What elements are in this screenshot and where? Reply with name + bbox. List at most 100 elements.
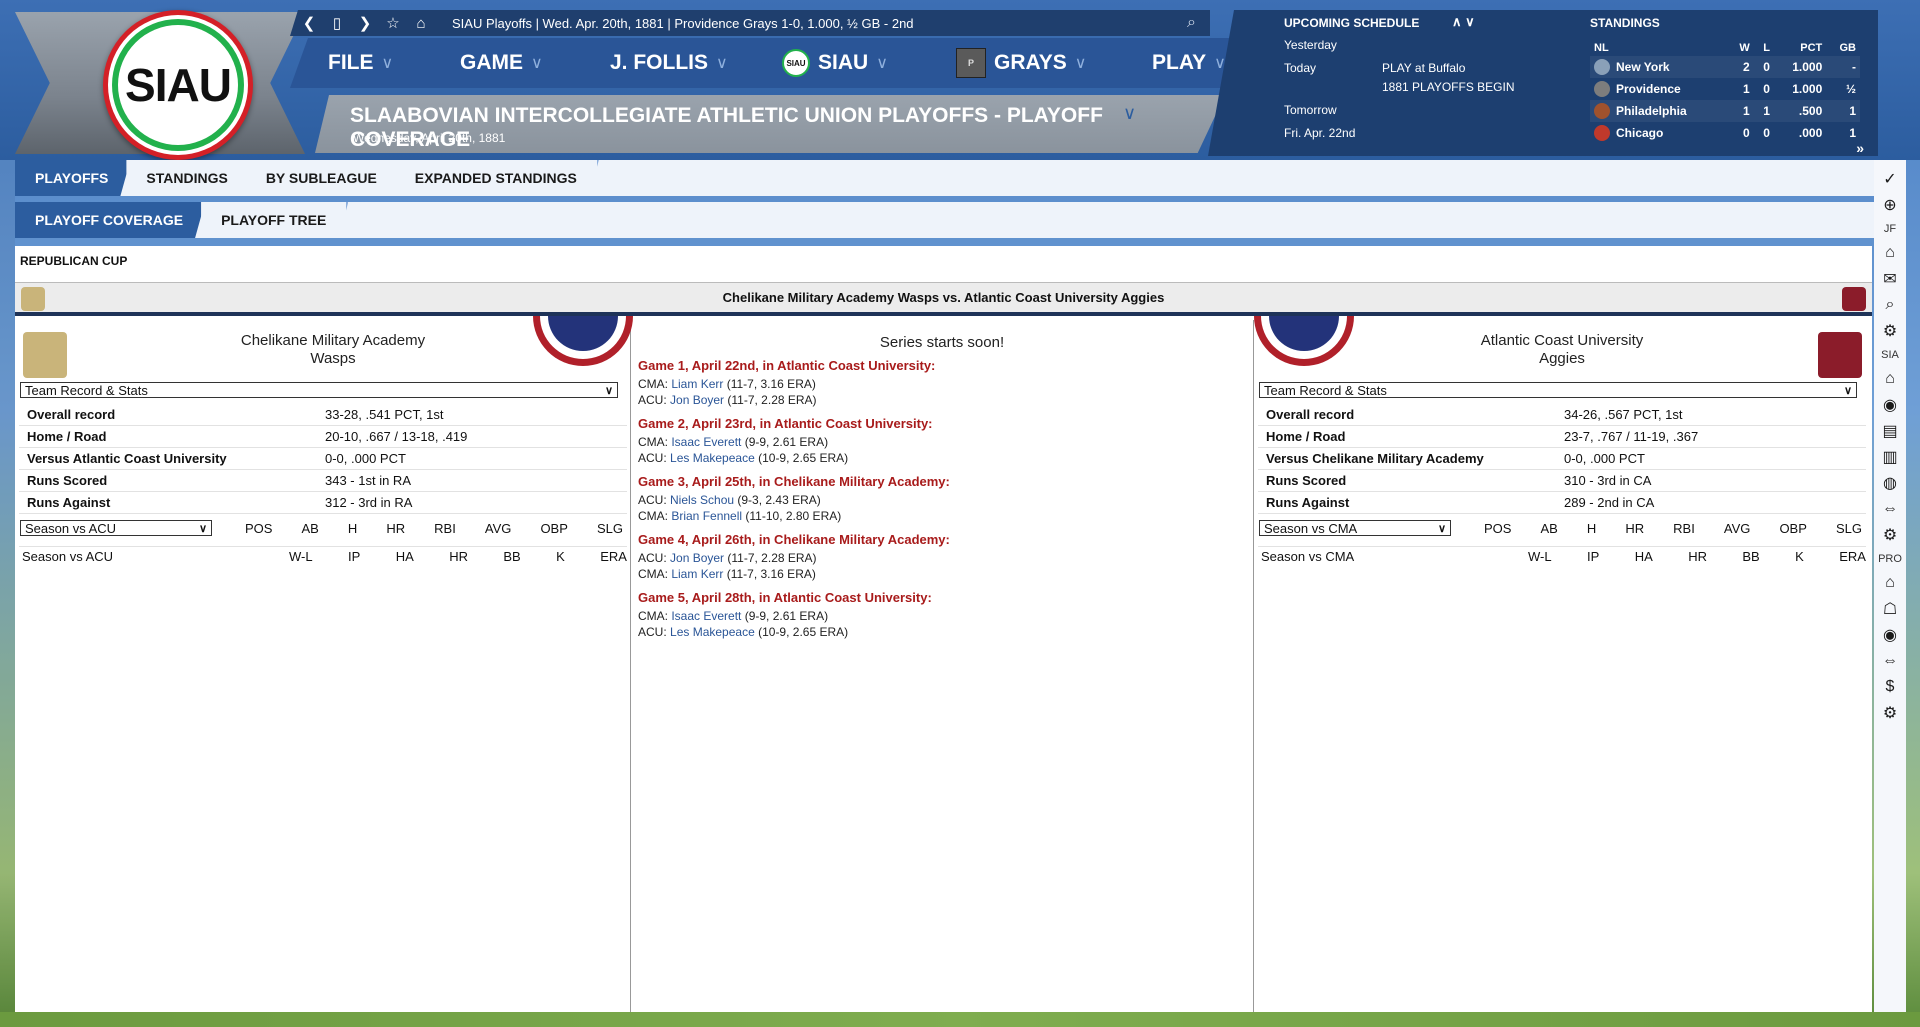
standings-pct: 1.000 xyxy=(1792,82,1823,96)
gear-icon[interactable]: ⚙ xyxy=(1882,705,1898,722)
menu-file[interactable]: FILE ∨ xyxy=(328,51,393,75)
col-h[interactable]: H xyxy=(1586,520,1597,536)
home-icon[interactable]: ⌂ xyxy=(416,14,426,32)
col-k[interactable]: K xyxy=(1795,549,1804,564)
split-dropdown[interactable]: Season vs ACU ∨ xyxy=(20,520,212,536)
menu-play[interactable]: PLAY ∨ xyxy=(1152,51,1226,75)
col-ab[interactable]: AB xyxy=(301,520,319,536)
forward-icon[interactable]: ❯ xyxy=(358,15,372,32)
col-hr[interactable]: HR xyxy=(1688,549,1707,564)
tab-by-subleague[interactable]: BY SUBLEAGUE xyxy=(246,160,399,196)
pitcher-link[interactable]: Brian Fennell xyxy=(671,509,743,523)
news-icon[interactable]: ▤ xyxy=(1882,423,1898,440)
pitcher-link[interactable]: Liam Kerr xyxy=(671,567,724,581)
menu-game[interactable]: GAME ∨ xyxy=(460,51,543,75)
col-ha[interactable]: HA xyxy=(1634,549,1653,564)
check-icon[interactable]: ✓ xyxy=(1883,171,1897,188)
col-h[interactable]: H xyxy=(347,520,358,536)
menu-manager[interactable]: J. FOLLIS ∨ xyxy=(610,51,728,75)
col-k[interactable]: K xyxy=(556,549,565,564)
globe-icon[interactable]: ⊕ xyxy=(1883,197,1897,214)
col-ip[interactable]: IP xyxy=(1587,549,1600,564)
location-icon[interactable]: ◉ xyxy=(1883,397,1897,414)
pitcher-link[interactable]: Les Makepeace xyxy=(670,625,755,639)
pitcher-link[interactable]: Isaac Everett xyxy=(671,609,742,623)
col-obp[interactable]: OBP xyxy=(1779,520,1807,536)
col-pos[interactable]: POS xyxy=(245,520,273,536)
tab-playoffs[interactable]: PLAYOFFS xyxy=(15,160,130,196)
aggies-logo-icon[interactable] xyxy=(1842,287,1866,311)
standings-gb: 1 xyxy=(1849,126,1856,140)
game-item: Game 1, April 22nd, in Atlantic Coast Un… xyxy=(638,358,1248,408)
transactions-icon[interactable]: ⇔ xyxy=(1882,652,1898,669)
schedule-scroll-arrows[interactable]: ∧ ∨ xyxy=(1452,14,1475,29)
tab-playoff-tree[interactable]: PLAYOFF TREE xyxy=(201,202,348,238)
col-hr[interactable]: HR xyxy=(1625,520,1645,536)
standings-row[interactable]: New York 2 0 1.000 - xyxy=(1590,56,1860,78)
dollar-icon[interactable]: $ xyxy=(1885,678,1895,695)
transactions-icon[interactable]: ⇔ xyxy=(1882,500,1898,517)
tab-standings[interactable]: STANDINGS xyxy=(126,160,249,196)
mail-icon[interactable]: ✉ xyxy=(1883,271,1897,288)
col-wl[interactable]: W-L xyxy=(289,549,313,564)
col-ab[interactable]: AB xyxy=(1540,520,1558,536)
gear-icon[interactable]: ⚙ xyxy=(1882,527,1898,544)
menu-team[interactable]: P GRAYS ∨ xyxy=(956,48,1086,78)
wasps-logo-icon[interactable] xyxy=(23,332,67,378)
col-slg[interactable]: SLG xyxy=(1835,520,1862,536)
left-team-name: Chelikane Military Academy Wasps xyxy=(183,332,483,368)
menu-league[interactable]: SIAU SIAU ∨ xyxy=(782,49,888,77)
col-slg[interactable]: SLG xyxy=(596,520,623,536)
pitcher-link[interactable]: Liam Kerr xyxy=(671,377,724,391)
col-wl[interactable]: W-L xyxy=(1528,549,1552,564)
wasps-logo-icon[interactable] xyxy=(21,287,45,311)
home-icon[interactable]: ⌂ xyxy=(1885,244,1895,261)
col-hr[interactable]: HR xyxy=(449,549,468,564)
col-avg[interactable]: AVG xyxy=(1723,520,1751,536)
col-pos[interactable]: POS xyxy=(1484,520,1512,536)
col-hr[interactable]: HR xyxy=(386,520,406,536)
team-stats-dropdown[interactable]: Team Record & Stats ∨ xyxy=(20,382,618,398)
right-team-panel: Atlantic Coast University Aggies Team Re… xyxy=(1253,316,1869,1012)
schedule-today-event[interactable]: PLAY at Buffalo xyxy=(1382,61,1466,75)
pitcher-link[interactable]: Jon Boyer xyxy=(670,551,725,565)
col-ip[interactable]: IP xyxy=(348,549,361,564)
col-avg[interactable]: AVG xyxy=(484,520,512,536)
back-icon[interactable]: ❮ xyxy=(302,15,316,32)
roster-icon[interactable]: ☖ xyxy=(1882,601,1898,618)
search-icon[interactable]: ⌕ xyxy=(1187,14,1196,31)
col-rbi[interactable]: RBI xyxy=(1673,520,1695,536)
home-icon[interactable]: ⌂ xyxy=(1885,574,1895,591)
gear-icon[interactable]: ⚙ xyxy=(1882,323,1898,340)
baseball-icon[interactable]: ◍ xyxy=(1883,475,1897,492)
search-icon[interactable]: ⌕ xyxy=(1885,296,1895,313)
col-obp[interactable]: OBP xyxy=(540,520,568,536)
pitcher-link[interactable]: Jon Boyer xyxy=(670,393,725,407)
tab-playoff-coverage[interactable]: PLAYOFF COVERAGE xyxy=(15,202,205,238)
home-icon[interactable]: ⌂ xyxy=(1885,370,1895,387)
bookmark-icon[interactable]: ▯ xyxy=(332,15,342,32)
col-ha[interactable]: HA xyxy=(395,549,414,564)
league-logo[interactable]: SIAU xyxy=(103,10,253,160)
tab-expanded-standings[interactable]: EXPANDED STANDINGS xyxy=(395,160,599,196)
expand-icon[interactable]: » xyxy=(1856,140,1864,156)
aggies-logo-icon[interactable] xyxy=(1818,332,1862,378)
col-era[interactable]: ERA xyxy=(1839,549,1866,564)
standings-row[interactable]: Providence 1 0 1.000 ½ xyxy=(1590,78,1860,100)
standings-row[interactable]: Chicago 0 0 .000 1 xyxy=(1590,122,1860,144)
col-rbi[interactable]: RBI xyxy=(434,520,456,536)
standings-row[interactable]: Philadelphia 1 1 .500 1 xyxy=(1590,100,1860,122)
split-dropdown[interactable]: Season vs CMA ∨ xyxy=(1259,520,1451,536)
pitcher-link[interactable]: Isaac Everett xyxy=(671,435,742,449)
col-bb[interactable]: BB xyxy=(503,549,521,564)
location-icon[interactable]: ◉ xyxy=(1883,627,1897,644)
col-era[interactable]: ERA xyxy=(600,549,627,564)
team-stats-dropdown[interactable]: Team Record & Stats ∨ xyxy=(1259,382,1857,398)
bar-chart-icon[interactable]: ▥ xyxy=(1882,449,1898,466)
chevron-down-icon[interactable]: ∨ xyxy=(1123,103,1137,123)
star-icon[interactable]: ☆ xyxy=(386,15,400,32)
col-bb[interactable]: BB xyxy=(1742,549,1760,564)
pitcher-link[interactable]: Les Makepeace xyxy=(670,451,755,465)
pitcher-link[interactable]: Niels Schou xyxy=(670,493,735,507)
chevron-down-icon: ∨ xyxy=(1074,55,1087,72)
